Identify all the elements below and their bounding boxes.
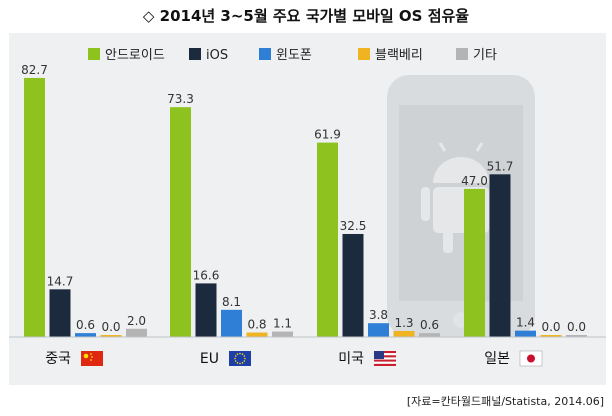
legend-label: 윈도폰 bbox=[276, 48, 312, 63]
bar bbox=[393, 330, 415, 337]
cn-flag-icon bbox=[81, 351, 103, 366]
data-label: 0.0 bbox=[567, 320, 586, 334]
bar bbox=[24, 77, 45, 337]
tick-label: 일본 bbox=[484, 351, 510, 367]
value-labels-layer: 82.7 14.7 0.6 0.0 2.0 73.3 16.68.1 0.8 1.1 61.9 32… bbox=[21, 63, 586, 334]
data-label: 16.6 bbox=[193, 268, 220, 282]
bar bbox=[246, 332, 268, 337]
category-label: EU bbox=[200, 351, 251, 367]
data-label: 0.0 bbox=[101, 320, 120, 334]
bar bbox=[221, 309, 242, 337]
legend-swatch bbox=[88, 48, 100, 60]
data-label: 2.0 bbox=[127, 314, 146, 328]
bar bbox=[515, 330, 536, 337]
bar bbox=[489, 174, 511, 337]
bars-layer bbox=[24, 77, 587, 337]
bar bbox=[540, 335, 562, 337]
category-labels-layer: 중국 EU 미국 일본 bbox=[45, 350, 543, 367]
legend-swatch bbox=[358, 48, 370, 60]
legend-label: 기타 bbox=[473, 48, 497, 63]
bar bbox=[464, 188, 485, 337]
bar bbox=[419, 333, 440, 337]
source-note: [자료=칸타월드패널/Statista, 2014.06] bbox=[406, 395, 604, 408]
data-label: 47.0 bbox=[461, 174, 488, 188]
legend-item: 블랙베리 bbox=[358, 48, 423, 63]
us-flag-icon bbox=[374, 351, 396, 366]
category-label: 일본 bbox=[484, 350, 543, 367]
tick-label: 중국 bbox=[45, 351, 71, 367]
bar bbox=[342, 233, 364, 337]
eu-flag-icon bbox=[229, 351, 251, 366]
chart-title: ◇ 2014년 3~5월 주요 국가별 모바일 OS 점유율 bbox=[142, 7, 470, 25]
bar bbox=[317, 142, 338, 337]
data-label: 32.5 bbox=[340, 219, 367, 233]
data-label: 0.8 bbox=[247, 318, 266, 332]
data-label: 82.7 bbox=[21, 63, 48, 77]
data-label: 1.1 bbox=[273, 317, 292, 331]
legend-label: 안드로이드 bbox=[105, 48, 165, 63]
bar bbox=[272, 331, 293, 337]
chart-panel: 안드로이드 iOS 윈도폰 블랙베리 기타 82.7 14.7 0.6 0.0 2.0 73.3 1… bbox=[9, 33, 606, 385]
data-label: 51.7 bbox=[487, 159, 514, 173]
legend-item: 기타 bbox=[456, 48, 497, 63]
tick-label: 미국 bbox=[338, 351, 364, 367]
category-label: 중국 bbox=[45, 351, 103, 367]
legend-swatch bbox=[259, 48, 271, 60]
legend-item: iOS bbox=[189, 48, 228, 63]
data-label: 61.9 bbox=[314, 128, 341, 142]
bar-chart: 안드로이드 iOS 윈도폰 블랙베리 기타 82.7 14.7 0.6 0.0 2.0 73.3 1… bbox=[9, 48, 606, 367]
legend-item: 윈도폰 bbox=[259, 48, 312, 63]
bar bbox=[195, 283, 217, 337]
phone-watermark-icon bbox=[387, 75, 535, 337]
data-label: 73.3 bbox=[167, 92, 194, 106]
data-label: 8.1 bbox=[222, 295, 241, 309]
tick-label: EU bbox=[200, 351, 219, 367]
legend-label: iOS bbox=[206, 48, 228, 63]
data-label: 0.6 bbox=[420, 318, 439, 332]
bar bbox=[126, 328, 147, 337]
bar bbox=[170, 107, 191, 337]
data-label: 0.0 bbox=[541, 320, 560, 334]
legend: 안드로이드 iOS 윈도폰 블랙베리 기타 bbox=[88, 48, 497, 63]
legend-item: 안드로이드 bbox=[88, 48, 165, 63]
data-label: 14.7 bbox=[47, 274, 74, 288]
data-label: 3.8 bbox=[369, 308, 388, 322]
legend-swatch bbox=[456, 48, 468, 60]
data-label: 0.6 bbox=[76, 318, 95, 332]
jp-flag-icon bbox=[519, 350, 543, 367]
bar bbox=[100, 335, 122, 337]
legend-swatch bbox=[189, 48, 201, 60]
bar bbox=[566, 335, 587, 337]
bar bbox=[75, 333, 96, 337]
bar bbox=[368, 323, 389, 337]
data-label: 1.4 bbox=[516, 316, 535, 330]
category-label: 미국 bbox=[338, 351, 396, 367]
legend-label: 블랙베리 bbox=[375, 48, 423, 63]
bar bbox=[49, 289, 71, 337]
data-label: 1.3 bbox=[394, 316, 413, 330]
